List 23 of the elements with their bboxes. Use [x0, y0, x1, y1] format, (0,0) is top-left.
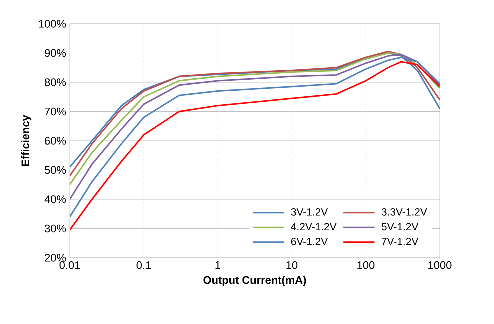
y-tick-label: 90%	[45, 49, 66, 58]
x-tick-label: 1000	[428, 262, 452, 270]
y-tick-label: 20%	[45, 254, 66, 262]
y-tick-label: 70%	[45, 108, 66, 116]
y-tick-label: 40%	[44, 196, 66, 204]
legend-label: 3V-1.2V	[291, 208, 328, 216]
x-tick-label: 100	[358, 262, 375, 270]
y-tick-label: 50%	[44, 166, 66, 174]
x-axis-title: Output Current(mA)	[204, 276, 306, 286]
legend-label: 4.2V-1.2V	[291, 223, 337, 231]
y-axis-title: Efficiency	[21, 115, 32, 166]
legend-label: 3.3V-1.2V	[382, 208, 428, 216]
y-tick-label: 60%	[45, 137, 66, 145]
x-tick-label: 0.1	[136, 262, 152, 270]
y-tick-label: 80%	[45, 78, 66, 86]
legend-label: 5V-1.2V	[382, 223, 419, 231]
x-tick-label: 10	[286, 262, 298, 270]
x-tick-label: 0.01	[60, 262, 80, 270]
legend-label: 6V-1.2V	[291, 238, 328, 246]
legend-label: 7V-1.2V	[382, 238, 419, 246]
y-tick-label: 100%	[39, 20, 66, 28]
y-tick-label: 30%	[44, 224, 66, 233]
x-tick-label: 1	[216, 262, 221, 270]
